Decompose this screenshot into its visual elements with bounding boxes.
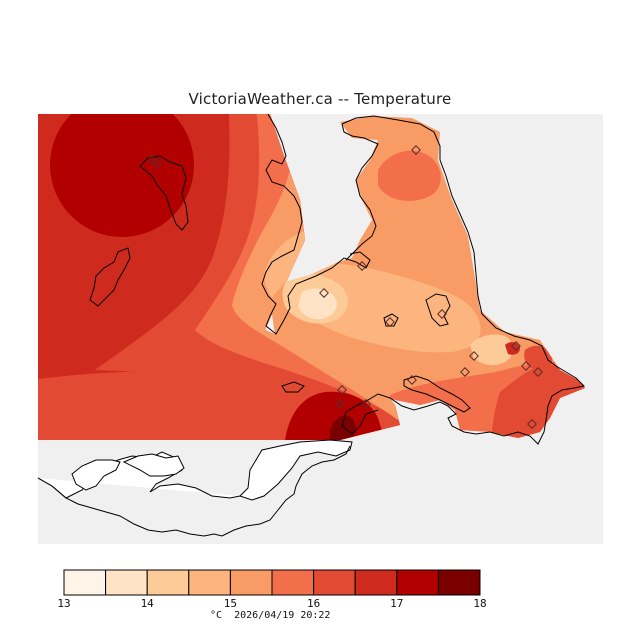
lake-small [383,313,399,327]
station-marker [361,399,371,409]
station-marker [511,341,521,351]
coastline-south [37,439,353,501]
legend-bin-1 [105,569,148,596]
temperature-map [37,113,603,544]
island-northwest [139,155,189,231]
station-marker [521,361,531,371]
legend-tick-label: 13 [57,597,70,610]
coastline-becher [122,453,185,477]
island-west [89,247,131,307]
station-marker [319,288,329,298]
station-marker [527,419,537,429]
timestamp: 2026/04/19 20:22 [234,610,331,621]
unit-label: °C [210,610,223,621]
station-marker [152,158,162,168]
legend-bin-3 [188,569,231,596]
station-marker [469,351,479,361]
legend-bin-7 [354,569,398,596]
legend-tick-label: 18 [473,597,486,610]
legend-bin-2 [146,569,190,596]
legend-caption: °C 2026/04/19 20:22 [210,610,330,621]
station-marker [407,375,417,385]
station-marker [357,261,367,271]
legend-bin-6 [313,569,356,596]
legend-tick-label: 15 [224,597,237,610]
station-marker [335,399,345,409]
island-small-west [281,381,305,393]
station-markers [147,145,543,429]
legend-bin-5 [271,569,315,596]
legend-tick-label: 16 [307,597,320,610]
legend-tick-label: 14 [141,597,155,610]
legend-bin-9 [437,569,481,596]
coastline-sooke [71,459,121,491]
station-marker [460,367,470,377]
coastline-east [341,115,586,445]
station-marker [411,145,421,155]
inlet-esquimalt [403,375,471,413]
station-marker [437,309,447,319]
coastline-inner-saanich [341,123,379,261]
legend-bin-8 [396,569,439,596]
coastline-saanich [261,113,371,335]
legend-bin-0 [63,569,107,596]
station-marker [385,317,395,327]
legend-bin-4 [229,569,273,596]
legend-tick-label: 17 [390,597,403,610]
station-marker [533,367,543,377]
coastline-juan-de-fuca [37,445,351,537]
map-title: VictoriaWeather.ca -- Temperature [188,90,452,108]
station-marker [337,385,347,395]
